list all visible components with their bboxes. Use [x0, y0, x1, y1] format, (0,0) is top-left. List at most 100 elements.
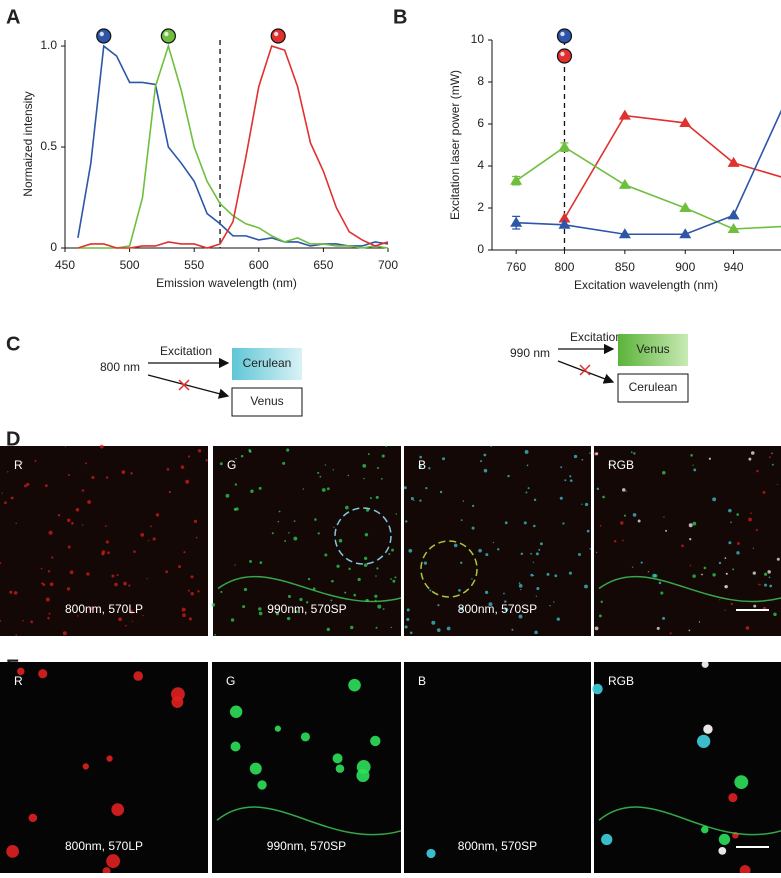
- speckle: [413, 499, 415, 502]
- speckle: [562, 522, 565, 525]
- speckle: [403, 486, 407, 490]
- arrow-label: Excitation: [570, 330, 622, 344]
- channel-label: R: [14, 458, 23, 472]
- speckle: [712, 573, 716, 577]
- x-tick-label: 940: [724, 260, 744, 274]
- point: [558, 141, 571, 152]
- speckle: [546, 572, 550, 576]
- speckle: [294, 610, 298, 614]
- peak-marker: [556, 48, 573, 64]
- speckle: [652, 573, 657, 578]
- image: G 990nm, 570SP: [212, 662, 402, 873]
- point: [558, 212, 571, 223]
- y-tick-label: 6: [477, 116, 484, 130]
- speckle: [419, 499, 422, 502]
- speckle: [693, 468, 697, 472]
- speckle: [205, 459, 208, 462]
- speckle: [425, 486, 428, 490]
- speckle: [234, 483, 238, 486]
- speckle: [601, 833, 613, 846]
- speckle: [762, 490, 766, 494]
- point: [727, 156, 740, 167]
- speckle: [756, 469, 759, 473]
- speckle: [520, 588, 522, 591]
- point: [618, 109, 631, 120]
- speckle: [107, 551, 110, 554]
- channel-label: G: [227, 458, 236, 472]
- speckle: [701, 825, 709, 834]
- speckle: [718, 846, 727, 855]
- speckle: [133, 671, 144, 681]
- speckle: [118, 617, 122, 622]
- speckle: [471, 504, 475, 508]
- y-tick-label: 4: [477, 158, 484, 172]
- speckle: [518, 614, 523, 619]
- x-tick-label: 500: [120, 258, 140, 272]
- caption: 800nm, 570LP: [65, 602, 143, 616]
- speckle: [248, 449, 252, 452]
- x-axis-label: Emission wavelength (nm): [156, 276, 297, 290]
- speckle: [504, 600, 507, 603]
- image-bg: [404, 446, 591, 636]
- speckle: [526, 464, 529, 467]
- speckle: [745, 626, 750, 630]
- speckle: [776, 557, 780, 561]
- marker-shine: [99, 31, 104, 37]
- speckle: [736, 513, 740, 516]
- speckle: [257, 780, 267, 790]
- speckle: [258, 611, 263, 616]
- speckle: [188, 617, 192, 621]
- speckle: [534, 630, 538, 635]
- speckle: [278, 510, 281, 513]
- speckle: [214, 633, 217, 636]
- box-label: Cerulean: [629, 380, 678, 394]
- speckle: [690, 454, 693, 457]
- speckle: [665, 529, 668, 532]
- speckle: [338, 538, 343, 543]
- speckle: [663, 516, 665, 518]
- speckle: [439, 490, 443, 494]
- peak-marker: [556, 28, 573, 44]
- speckle: [180, 465, 185, 469]
- speckle: [484, 590, 489, 595]
- speckle: [520, 552, 524, 556]
- caption: 800nm, 570SP: [458, 602, 537, 616]
- speckle: [66, 587, 71, 591]
- speckle: [181, 607, 186, 612]
- speckle: [581, 503, 583, 505]
- point: [618, 178, 631, 189]
- speckle: [608, 463, 611, 466]
- speckle: [418, 464, 422, 469]
- speckle: [81, 489, 85, 492]
- speckle: [287, 594, 291, 598]
- speckle: [753, 604, 757, 608]
- speckle: [535, 595, 537, 597]
- speckle: [49, 582, 54, 587]
- speckle: [193, 519, 198, 523]
- speckle: [133, 550, 136, 553]
- x-tick-label: 850: [615, 260, 635, 274]
- y-axis-label: Normaized intensity: [21, 91, 35, 196]
- speckle: [38, 669, 48, 679]
- speckle: [105, 476, 109, 479]
- speckle: [106, 854, 121, 868]
- speckle: [271, 532, 274, 535]
- speckle: [539, 542, 543, 546]
- speckle: [406, 617, 410, 622]
- speckle: [357, 577, 361, 582]
- speckle: [681, 544, 684, 548]
- speckle: [197, 449, 202, 453]
- speckle: [392, 579, 396, 583]
- speckle: [382, 608, 385, 610]
- caption: 990nm, 570SP: [267, 602, 346, 616]
- speckle: [385, 445, 387, 448]
- speckle: [275, 612, 280, 616]
- speckle: [724, 557, 727, 559]
- speckle: [259, 561, 263, 565]
- speckle: [692, 574, 696, 578]
- speckle: [48, 530, 53, 535]
- speckle: [426, 848, 436, 859]
- panel-label: D: [6, 428, 20, 450]
- cross: [579, 364, 591, 376]
- speckle: [71, 522, 74, 525]
